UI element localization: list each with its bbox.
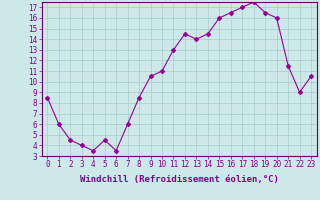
X-axis label: Windchill (Refroidissement éolien,°C): Windchill (Refroidissement éolien,°C) [80, 175, 279, 184]
